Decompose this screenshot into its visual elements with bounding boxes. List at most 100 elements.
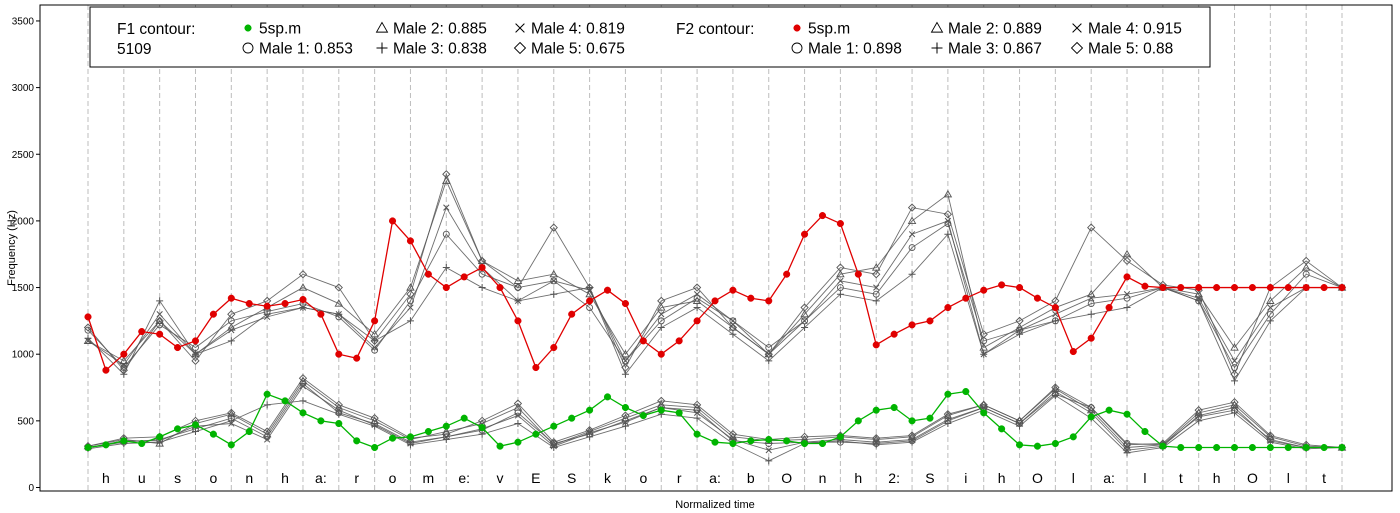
legend-entry-label: Male 5: 0.675 — [531, 41, 625, 58]
data-point — [370, 336, 379, 346]
data-point — [907, 431, 917, 440]
data-point — [692, 400, 702, 409]
data-point — [299, 397, 307, 405]
data-point — [298, 270, 308, 279]
data-point — [1087, 223, 1096, 232]
legend-entry-label: Male 2: 0.889 — [948, 21, 1042, 38]
series-f1-male-3 — [84, 392, 1346, 465]
data-point — [1195, 284, 1203, 292]
data-point — [156, 311, 163, 318]
segment-label: t — [1179, 470, 1183, 486]
legend-entry-label: Male 1: 0.853 — [259, 41, 353, 58]
data-point — [1087, 413, 1095, 421]
segment-label: s — [174, 470, 181, 486]
data-point — [174, 343, 182, 352]
data-point — [693, 409, 701, 417]
data-point — [245, 427, 253, 436]
segment-label: n — [819, 470, 827, 486]
data-point — [1284, 284, 1292, 292]
data-point — [693, 414, 701, 422]
data-point — [191, 421, 200, 429]
data-point — [800, 303, 809, 312]
data-point — [1230, 443, 1239, 452]
data-point — [156, 330, 164, 338]
data-point — [376, 42, 388, 54]
segment-label: i — [964, 470, 967, 486]
data-point — [747, 437, 755, 445]
data-point — [1087, 310, 1095, 318]
series-f2-male-4 — [84, 204, 1346, 369]
data-point — [1015, 441, 1024, 449]
data-point — [1088, 295, 1095, 302]
data-point — [1016, 330, 1024, 338]
legend-entry-label: Male 2: 0.885 — [393, 21, 487, 38]
y-tick-label: 1000 — [12, 350, 35, 361]
data-point — [155, 316, 164, 324]
data-point — [84, 313, 92, 321]
data-point — [586, 433, 594, 441]
data-point — [335, 407, 342, 414]
data-point — [944, 390, 952, 398]
data-point — [801, 317, 808, 325]
data-point — [209, 310, 217, 318]
data-point — [119, 366, 128, 375]
data-point — [120, 437, 128, 445]
data-point — [765, 297, 773, 305]
legend-entries: 5sp.m Male 1: 0.853 Male 2: 0.885 Male 3: 0… — [242, 21, 1182, 58]
data-point — [586, 297, 594, 305]
series-line — [87, 179, 1343, 362]
data-point — [442, 264, 450, 272]
data-point — [334, 400, 343, 409]
data-point — [1302, 443, 1310, 452]
data-point — [138, 439, 146, 448]
data-point — [353, 437, 361, 445]
data-point — [263, 302, 271, 310]
data-point — [1320, 443, 1328, 452]
data-point — [84, 337, 92, 345]
segment-label: 2: — [888, 470, 900, 486]
data-point — [209, 430, 217, 438]
legend-entry-label: 5sp.m — [259, 21, 301, 38]
data-point — [980, 351, 987, 358]
data-point — [1213, 443, 1221, 452]
data-point — [478, 430, 486, 438]
data-point — [191, 428, 199, 436]
data-point — [478, 264, 486, 272]
data-point — [1248, 443, 1256, 452]
data-point — [980, 409, 988, 417]
data-point — [1033, 294, 1042, 302]
legend-entry-label: Male 3: 0.838 — [393, 41, 487, 58]
data-point — [962, 387, 970, 396]
data-point — [371, 421, 378, 429]
data-point — [550, 277, 557, 285]
segment-label: O — [1247, 470, 1258, 486]
segment-label: o — [389, 470, 397, 486]
data-point — [1231, 404, 1238, 411]
data-point — [728, 323, 738, 332]
data-point — [818, 439, 827, 448]
y-axis-title: Frequency (Hz) — [6, 210, 18, 286]
data-point — [298, 283, 308, 291]
data-point — [477, 256, 487, 264]
data-point — [1123, 447, 1131, 454]
data-point — [907, 203, 917, 212]
data-point — [930, 21, 944, 33]
data-point — [1122, 440, 1132, 449]
data-point — [371, 443, 379, 452]
data-point — [228, 420, 235, 427]
segment-label: t — [1322, 470, 1326, 486]
legend-box — [89, 6, 1211, 68]
data-point — [1266, 443, 1274, 452]
data-point — [244, 24, 252, 32]
data-point — [1051, 303, 1059, 312]
data-point — [1194, 406, 1203, 415]
data-point — [1195, 295, 1202, 302]
data-point — [1266, 284, 1274, 292]
data-point — [837, 277, 844, 285]
x-axis-title: Normalized time — [675, 499, 754, 511]
data-point — [406, 433, 415, 441]
series-line — [87, 222, 1343, 369]
data-point — [800, 309, 809, 318]
data-point — [370, 414, 379, 423]
data-point — [424, 270, 432, 278]
